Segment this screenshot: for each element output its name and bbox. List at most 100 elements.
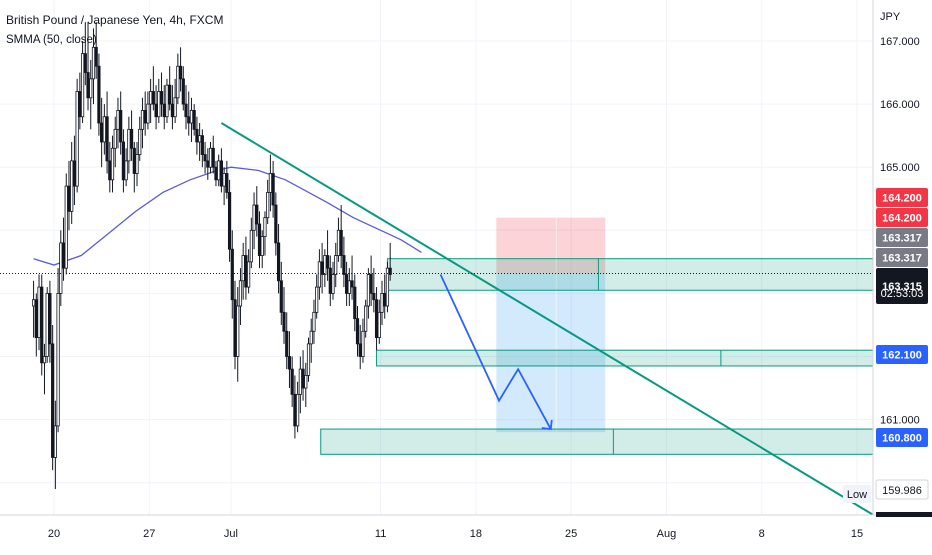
candle-body [230, 248, 234, 301]
candle-body [219, 160, 224, 187]
candle-body [306, 343, 311, 376]
candle [236, 287, 240, 382]
currency-label: JPY [880, 11, 901, 23]
candle-body [255, 204, 259, 225]
candle-body [51, 343, 55, 458]
projection-arrow-layer[interactable] [439, 274, 553, 431]
candle [40, 274, 44, 376]
candle-body [225, 173, 229, 193]
candle-body [206, 160, 210, 168]
position-tool[interactable] [496, 217, 606, 433]
candle-body [135, 154, 139, 174]
low-value-tag[interactable] [875, 479, 929, 500]
candle [244, 236, 248, 300]
level-label-1[interactable] [876, 345, 928, 364]
low-badge [843, 485, 871, 503]
time-axis[interactable] [0, 515, 932, 550]
last-price-label[interactable] [876, 268, 928, 304]
candle [119, 91, 123, 155]
candle [94, 22, 98, 79]
candle-body [200, 135, 204, 155]
candle [350, 255, 354, 300]
candle-body [198, 135, 202, 143]
candle-body [257, 223, 262, 256]
grid [0, 0, 873, 515]
candle [222, 167, 226, 206]
candle [383, 274, 387, 319]
candle [336, 217, 341, 262]
candle-body [301, 368, 305, 389]
level-label-2[interactable] [876, 428, 928, 447]
candle [146, 91, 150, 130]
y-tick-label: 161.000 [880, 415, 920, 427]
candle-body [260, 236, 264, 256]
projection-arrow[interactable] [439, 274, 552, 430]
candle-body [266, 192, 270, 219]
candle-body [372, 292, 376, 301]
candle [127, 116, 131, 174]
candle [372, 268, 376, 313]
candle-body [80, 53, 85, 118]
candle-body [282, 311, 286, 332]
candle [263, 211, 267, 256]
stop-label[interactable] [876, 188, 928, 207]
candle [323, 249, 327, 288]
candle [113, 116, 117, 168]
candle [276, 223, 281, 294]
candle-body [385, 267, 390, 307]
candle [187, 91, 191, 136]
candle-body [78, 91, 82, 118]
candle [165, 78, 169, 124]
candle-body [298, 368, 302, 395]
candle [168, 66, 172, 111]
candle [181, 66, 185, 111]
candle [320, 242, 324, 294]
candle-body [40, 286, 44, 364]
trendline-layer[interactable] [220, 122, 878, 519]
zones[interactable] [320, 258, 892, 455]
candle [282, 287, 286, 344]
zone-3[interactable] [320, 428, 892, 455]
candle-body [238, 280, 243, 307]
trendline[interactable] [220, 122, 878, 519]
candle-body [203, 154, 207, 162]
x-tick-label: 20 [48, 528, 60, 540]
candle [342, 236, 346, 288]
stop-zone[interactable] [496, 217, 606, 274]
candle-body [129, 128, 134, 149]
candle-body [170, 103, 175, 118]
zone-1[interactable] [386, 258, 892, 291]
x-tick-label: 11 [375, 528, 386, 540]
candle-body [127, 128, 131, 162]
candle [105, 91, 109, 174]
candle-body [31, 299, 36, 307]
candle [67, 160, 71, 231]
candle-body [331, 274, 335, 294]
last-price-label-text: 163.315 [882, 281, 922, 293]
candle [70, 141, 74, 224]
candle [157, 78, 161, 124]
stop-label-2[interactable] [876, 208, 928, 227]
candle [173, 78, 177, 124]
arrow-head [541, 419, 553, 431]
candle-body [61, 242, 66, 269]
candle-body [328, 267, 332, 294]
candle [255, 186, 259, 237]
candle [116, 97, 120, 149]
entry-label-2[interactable] [876, 248, 928, 267]
candle-body [236, 305, 240, 357]
candle [388, 242, 392, 281]
candle-body [350, 280, 354, 288]
candle-body [249, 229, 253, 263]
candle [345, 261, 349, 307]
candle [203, 141, 207, 174]
candle-body [279, 280, 283, 313]
entry-label[interactable] [876, 228, 928, 247]
candle-body [34, 299, 38, 338]
candle [129, 110, 134, 161]
candle-body [59, 242, 63, 294]
zone-2[interactable] [376, 349, 892, 367]
candle-body [45, 292, 49, 357]
